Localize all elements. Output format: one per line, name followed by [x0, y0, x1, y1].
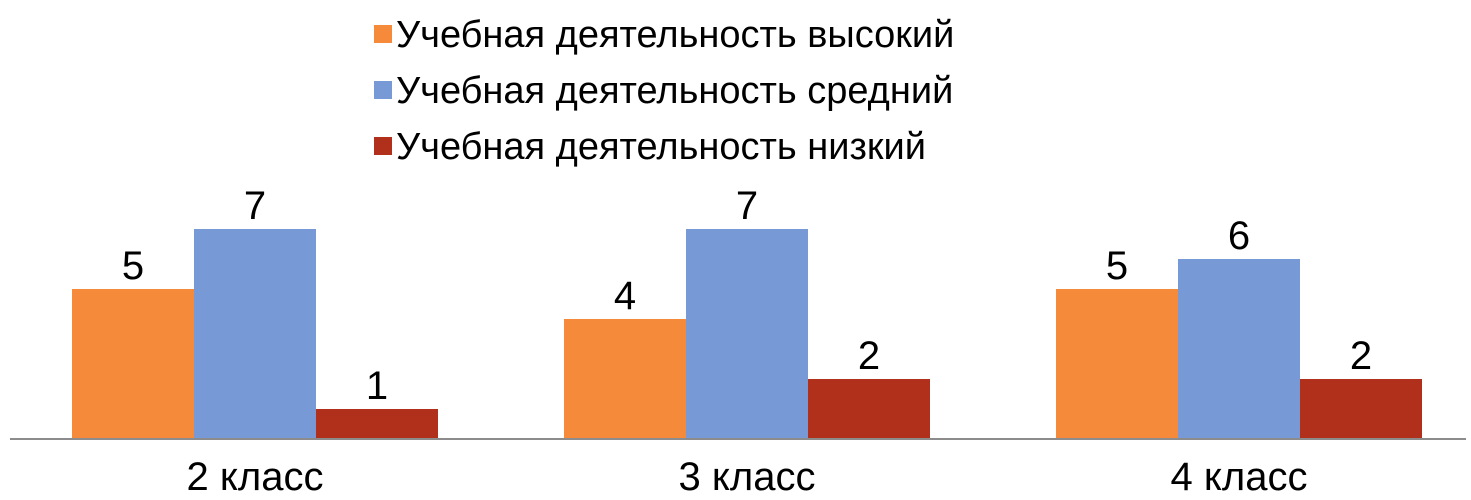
- category-label-3: 4 класс: [1171, 455, 1308, 499]
- data-label-3-1: 5: [1106, 244, 1128, 288]
- bar-1-3: [316, 409, 438, 439]
- data-label-3-2: 6: [1228, 214, 1250, 258]
- bar-1-2: [194, 229, 316, 439]
- data-label-1-2: 7: [244, 184, 266, 228]
- legend-swatch-2: [374, 81, 392, 99]
- data-label-3-3: 2: [1350, 334, 1372, 378]
- legend-label-1: Учебная деятельность высокий: [396, 14, 954, 56]
- legend-label-3: Учебная деятельность низкий: [396, 126, 926, 168]
- data-label-2-2: 7: [736, 184, 758, 228]
- data-labels: 5 7 1 4 7 2 5 6 2: [122, 184, 1372, 408]
- bar-2-3: [808, 379, 930, 439]
- data-label-2-1: 4: [614, 274, 636, 318]
- bar-2-1: [564, 319, 686, 439]
- category-label-1: 2 класс: [187, 455, 324, 499]
- legend-label-2: Учебная деятельность средний: [396, 70, 953, 112]
- bar-1-1: [72, 289, 194, 439]
- data-label-1-3: 1: [366, 364, 388, 408]
- legend: Учебная деятельность высокий Учебная деят…: [374, 14, 954, 168]
- legend-swatch-1: [374, 25, 392, 43]
- bar-3-1: [1056, 289, 1178, 439]
- x-axis-tick-labels: 2 класс 3 класс 4 класс: [187, 455, 1308, 499]
- bar-3-3: [1300, 379, 1422, 439]
- bar-3-2: [1178, 259, 1300, 439]
- category-label-2: 3 класс: [679, 455, 816, 499]
- legend-swatch-3: [374, 137, 392, 155]
- data-label-2-3: 2: [858, 334, 880, 378]
- data-label-1-1: 5: [122, 244, 144, 288]
- bars: [72, 229, 1422, 439]
- bar-2-2: [686, 229, 808, 439]
